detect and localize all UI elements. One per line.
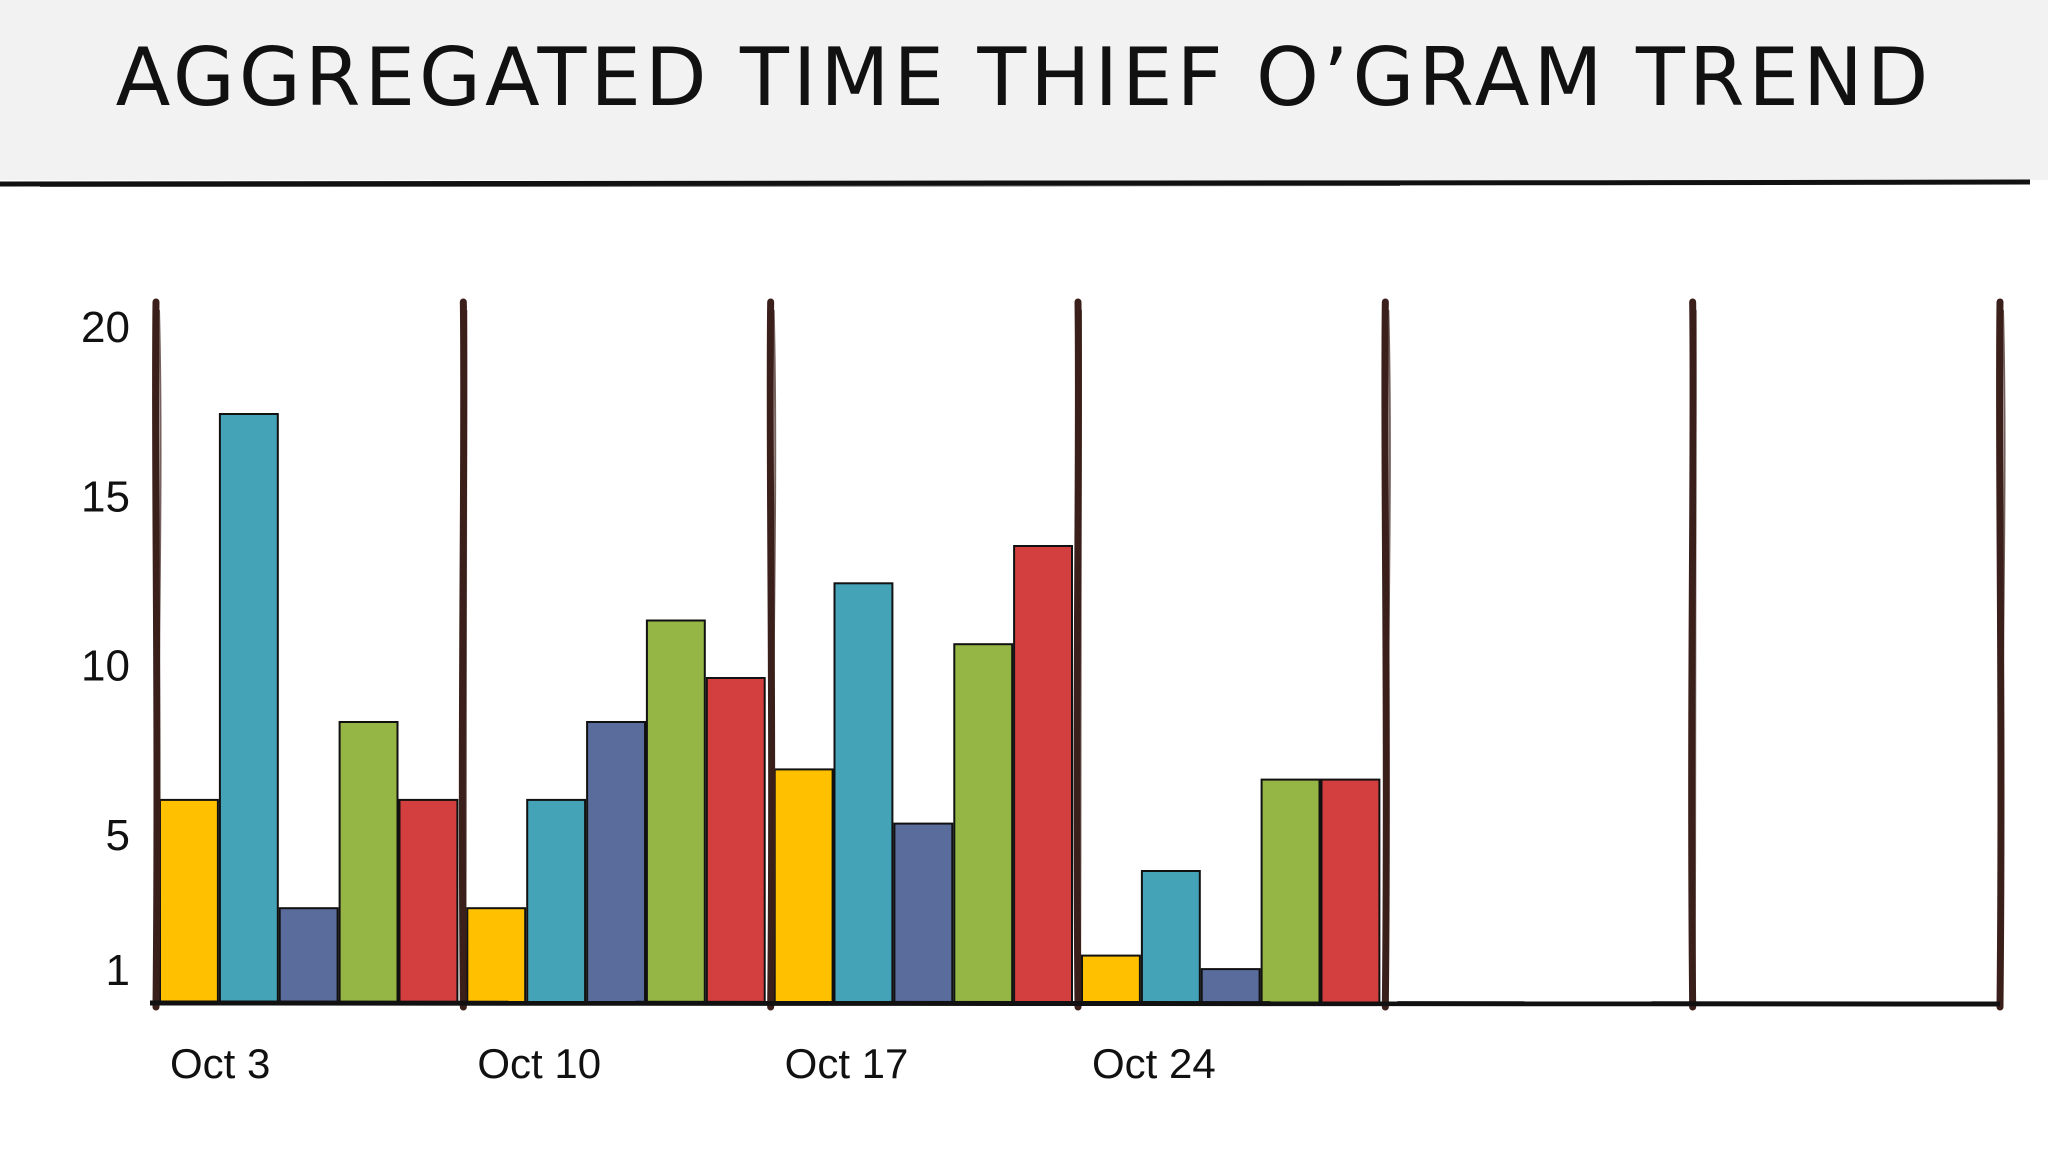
group-separator-stroke bbox=[771, 309, 777, 1004]
bar bbox=[466, 907, 527, 1005]
x-category-label: Oct 17 bbox=[785, 1040, 909, 1087]
x-category-label: Oct 3 bbox=[170, 1040, 270, 1087]
group-separator-stroke bbox=[156, 309, 162, 1004]
y-tick-label: 15 bbox=[81, 472, 130, 521]
bar bbox=[398, 798, 459, 1005]
bar bbox=[278, 907, 339, 1005]
group-separator-stroke bbox=[1693, 309, 1697, 1004]
title-underline bbox=[0, 179, 2031, 188]
bar bbox=[526, 798, 587, 1005]
y-tick-label: 1 bbox=[106, 946, 130, 995]
group-separator-stroke bbox=[1385, 309, 1391, 1004]
y-tick-label: 10 bbox=[81, 642, 130, 691]
group-separator-stroke bbox=[464, 309, 468, 1004]
chart-title: AGGREGATED TIME THIEF O’GRAM TREND bbox=[115, 31, 1933, 124]
bar bbox=[953, 643, 1014, 1004]
x-axis-baseline bbox=[149, 1000, 2001, 1007]
bar bbox=[705, 677, 766, 1004]
bar bbox=[1081, 954, 1141, 1004]
group-separator bbox=[1073, 298, 1082, 1011]
group-separator bbox=[458, 298, 468, 1011]
y-tick-label: 5 bbox=[106, 811, 130, 860]
bar bbox=[1013, 545, 1073, 1004]
bar bbox=[1320, 778, 1381, 1004]
bar bbox=[218, 413, 279, 1004]
x-category-label: Oct 10 bbox=[477, 1040, 601, 1087]
bar bbox=[645, 619, 706, 1004]
bar bbox=[1140, 870, 1201, 1004]
group-separator-stroke bbox=[1079, 309, 1082, 1004]
bar bbox=[773, 768, 834, 1005]
y-tick-label: 20 bbox=[81, 303, 130, 352]
bar bbox=[833, 582, 894, 1004]
bar bbox=[159, 798, 219, 1005]
bar bbox=[1260, 778, 1321, 1004]
bar bbox=[893, 822, 954, 1004]
bar bbox=[586, 721, 646, 1004]
x-category-label: Oct 24 bbox=[1092, 1040, 1216, 1087]
bar bbox=[1200, 968, 1261, 1004]
group-separator-stroke bbox=[2000, 309, 2006, 1004]
bar bbox=[338, 721, 399, 1004]
title-band bbox=[0, 0, 2048, 180]
group-separator bbox=[1688, 298, 1697, 1011]
